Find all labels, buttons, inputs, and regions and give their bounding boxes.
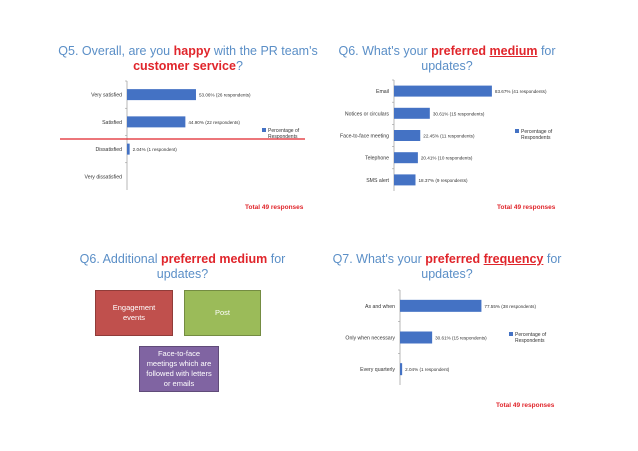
q5-category-label: Very satisfied [91, 93, 122, 99]
q6-total-responses: Total 49 responses [497, 204, 556, 211]
q5-legend-text: Percentage of [268, 128, 300, 134]
q5-legend-text: Respondents [268, 134, 298, 140]
q6-data-label: 18.37% (9 respondents) [418, 178, 468, 183]
q7-bar [400, 299, 482, 312]
q5-category-label: Very dissatisfied [85, 174, 123, 180]
q6-bar [394, 152, 418, 164]
q6-data-label: 22.45% (11 respondents) [423, 134, 475, 139]
q7-data-label: 30.61% (15 respondents) [435, 336, 487, 341]
q6-additional-title-highlight-preferred: preferred [160, 252, 220, 266]
q6-additional-title: Q6. Additional preferred medium for upda… [55, 252, 310, 282]
q7-category-label: Only when necessary [345, 336, 395, 342]
q6-additional-title-text: Q6. Additional [79, 252, 161, 266]
q7-data-label: 77.55% (38 respondents) [484, 304, 536, 309]
q5-legend-swatch [262, 128, 266, 132]
q5-bar [127, 143, 130, 155]
q5-category-label: Satisfied [102, 120, 122, 126]
q6-category-label: Face-to-face meeting [340, 134, 389, 140]
q7-title-highlight-frequency: frequency [483, 252, 544, 266]
q7-bar [400, 363, 403, 376]
q5-total-responses: Total 49 responses [245, 204, 304, 211]
q6-title-highlight-preferred: preferred [431, 44, 490, 58]
q6-additional-title-text-end: for [267, 252, 286, 266]
q7-legend-text: Respondents [515, 338, 545, 344]
q7-title-line2: updates? [421, 267, 473, 281]
q7-title: Q7. What's your preferred frequency for … [322, 252, 572, 282]
q6-title: Q6. What's your preferred medium for upd… [322, 44, 572, 74]
q6-data-label: 20.41% (10 respondents) [421, 156, 473, 161]
q6-category-label: Notices or circulars [345, 111, 390, 117]
q6-legend-text: Percentage of [521, 129, 553, 135]
q6-data-label: 83.67% (41 respondents) [495, 89, 547, 94]
face-to-face-box: Face-to-face meetings which are followed… [139, 346, 219, 392]
q6-category-label: SMS alert [366, 178, 389, 184]
q7-legend-text: Percentage of [515, 332, 547, 338]
q7-title-text: Q7. What's your [332, 252, 426, 266]
q7-title-text-end: for [543, 252, 562, 266]
q5-title-highlight-service: customer service [133, 59, 236, 73]
q6-title-text: Q6. What's your [338, 44, 432, 58]
q7-bar [400, 331, 433, 344]
q5-title-text-end: ? [235, 59, 243, 73]
q5-bar [127, 116, 186, 128]
q5-title: Q5. Overall, are you happy with the PR t… [48, 44, 328, 74]
post-box: Post [184, 290, 261, 336]
q5-data-label: 44.90% (22 respondents) [188, 120, 240, 125]
q6-legend-swatch [515, 129, 519, 133]
q6-additional-title-line2: updates? [156, 267, 209, 281]
q6-bar [394, 130, 421, 141]
engagement-events-box: Engagement events [95, 290, 173, 336]
q7-legend-swatch [509, 332, 513, 336]
q7-data-label: 2.04% (1 respondent) [405, 367, 450, 372]
q6-bar [394, 174, 416, 186]
q5-data-label: 53.06% (26 respondents) [199, 93, 251, 98]
q6-title-line2: updates? [421, 59, 473, 73]
q5-title-text-mid: with the PR team's [210, 44, 318, 58]
q6-category-label: Email [376, 89, 389, 95]
q5-title-text: Q5. Overall, are you [58, 44, 174, 58]
q7-total-responses: Total 49 responses [496, 402, 555, 409]
q7-category-label: Every quarterly [360, 367, 395, 373]
q6-title-text-end: for [537, 44, 556, 58]
q7-category-label: As and when [365, 304, 395, 310]
q5-title-highlight-happy: happy [173, 44, 211, 58]
q6-legend-text: Respondents [521, 135, 551, 141]
q5-bar [127, 89, 196, 101]
q6-category-label: Telephone [365, 156, 389, 162]
q6-data-label: 30.61% (15 respondents) [433, 111, 485, 116]
q6-bar [394, 85, 492, 97]
q5-data-label: 2.04% (1 respondent) [133, 147, 178, 152]
q5-category-label: Dissatisfied [95, 147, 122, 153]
q6-additional-title-highlight-medium: medium [219, 252, 268, 266]
q6-bar [394, 107, 430, 119]
q7-title-highlight-preferred: preferred [425, 252, 484, 266]
q6-title-highlight-medium: medium [489, 44, 538, 58]
